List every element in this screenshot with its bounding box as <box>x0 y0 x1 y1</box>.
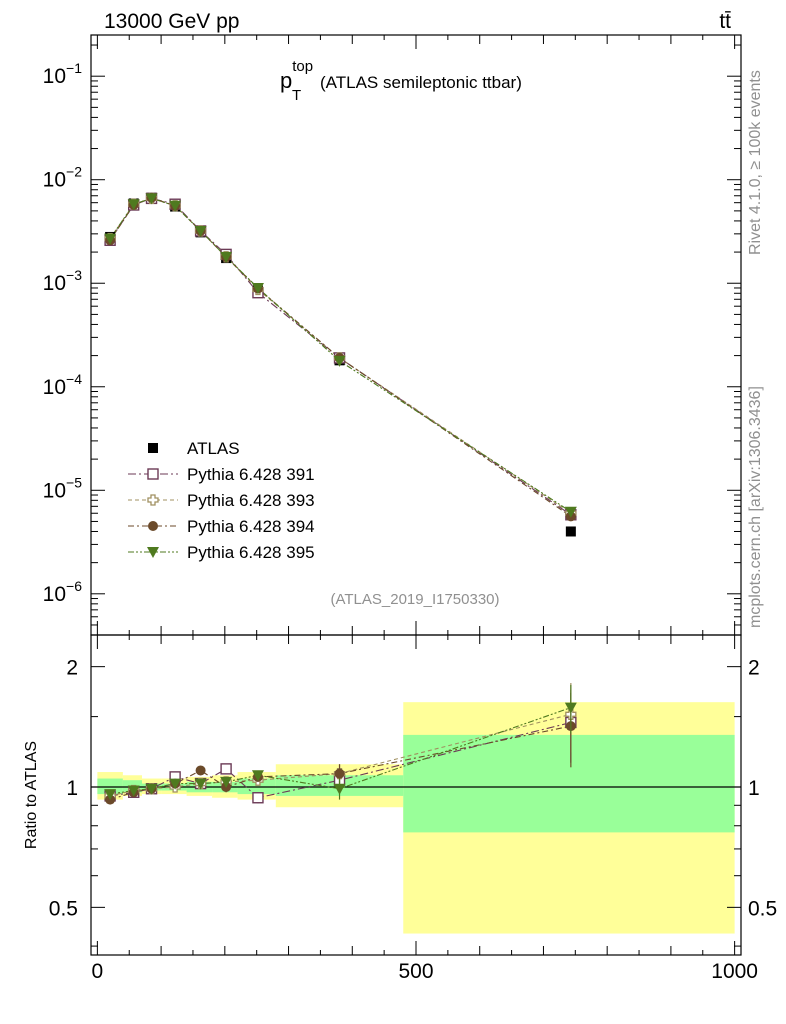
ratio-line-2 <box>109 725 572 801</box>
main-ytick-exp: −6 <box>66 578 82 594</box>
ratio-point-3-1 <box>127 785 140 797</box>
ratio-point-3-7 <box>333 783 346 795</box>
legend-marker-0 <box>148 443 158 453</box>
legend-label-3: Pythia 6.428 394 <box>187 517 315 536</box>
legend-label-0: ATLAS <box>187 439 240 458</box>
legend-label-4: Pythia 6.428 395 <box>187 543 315 562</box>
ratio-xtick-label: 0 <box>92 960 104 983</box>
ratio-point-2-7 <box>334 768 345 779</box>
main-ytick-label: 10−4 <box>43 371 83 399</box>
legend-label-1: Pythia 6.428 391 <box>187 465 315 484</box>
main-title: ptop T (ATLAS semileptonic ttbar) <box>280 58 522 104</box>
main-ytick-label: 10−2 <box>43 164 83 192</box>
main-ytick-base: 10 <box>43 583 66 606</box>
main-point-0-8 <box>565 526 576 537</box>
legend-marker-1 <box>147 468 159 480</box>
ratio-point-3-8 <box>564 702 577 714</box>
process-label: tt̄ <box>719 10 731 33</box>
main-ytick-label: 10−5 <box>43 474 83 502</box>
legend-label-2: Pythia 6.428 393 <box>187 491 315 510</box>
main-ytick-base: 10 <box>43 169 66 192</box>
main-ytick-exp: −4 <box>66 371 82 387</box>
ratio-ytick-label-right: 2 <box>748 657 760 680</box>
main-ytick-exp: −2 <box>66 164 82 180</box>
main-ytick-base: 10 <box>43 479 66 502</box>
main-point-4-1 <box>127 199 140 211</box>
ratio-xtick-label: 1000 <box>711 960 758 983</box>
main-ytick-exp: −5 <box>66 474 82 490</box>
ratio-ytick-label: 2 <box>66 657 78 680</box>
main-point-4-2 <box>145 193 158 205</box>
main-point-4-6 <box>251 282 264 294</box>
main-ytick-base: 10 <box>43 272 66 295</box>
energy-label: 13000 GeV pp <box>104 10 239 33</box>
ratio-band-inner-6 <box>237 778 276 795</box>
legend-marker-4 <box>147 547 159 558</box>
analysis-label: (ATLAS_2019_I1750330) <box>330 591 499 608</box>
ratio-band-inner-0 <box>97 778 123 795</box>
main-ytick-base: 10 <box>43 376 66 399</box>
ratio-point-2-4 <box>195 765 206 776</box>
main-ytick-exp: −1 <box>66 60 82 76</box>
title-p: p <box>280 68 292 93</box>
title-subscript: T <box>292 87 301 104</box>
ratio-point-3-0 <box>104 789 117 801</box>
main-ytick-label: 10−3 <box>43 267 83 295</box>
legend-marker-2 <box>147 494 159 506</box>
main-point-4-0 <box>104 233 117 245</box>
main-point-4-4 <box>194 225 207 237</box>
title-rest: (ATLAS semileptonic ttbar) <box>320 73 522 92</box>
main-ytick-label: 10−1 <box>43 60 83 88</box>
title-superscript: top <box>292 58 313 75</box>
ratio-point-3-2 <box>145 783 158 795</box>
main-ytick-label: 10−6 <box>43 578 83 606</box>
ratio-ylabel: Ratio to ATLAS <box>23 741 40 849</box>
ratio-band-inner-8 <box>403 734 735 833</box>
main-point-4-8 <box>564 506 577 518</box>
mcplots-label: mcplots.cern.ch [arXiv:1306.3436] <box>747 386 764 628</box>
ratio-point-3-5 <box>220 776 233 788</box>
legend-marker-3 <box>148 521 158 531</box>
ratio-point-3-3 <box>169 778 182 790</box>
rivet-label: Rivet 4.1.0, ≥ 100k events <box>747 70 764 255</box>
main-point-4-7 <box>333 355 346 367</box>
ratio-point-3-4 <box>194 778 207 790</box>
main-point-4-3 <box>169 200 182 212</box>
main-ytick-base: 10 <box>43 65 66 88</box>
ratio-line-3 <box>110 707 572 795</box>
ratio-ytick-label-right: 1 <box>748 777 760 800</box>
ratio-ytick-label: 0.5 <box>49 897 78 920</box>
ratio-ytick-label: 1 <box>66 777 78 800</box>
main-ytick-exp: −3 <box>66 267 82 283</box>
main-point-4-5 <box>220 251 233 263</box>
ratio-point-0-6 <box>252 792 264 804</box>
ratio-xtick-label: 500 <box>398 960 433 983</box>
ratio-ytick-label-right: 0.5 <box>748 897 777 920</box>
ratio-point-3-6 <box>251 770 264 782</box>
ratio-point-0-5 <box>220 763 232 775</box>
